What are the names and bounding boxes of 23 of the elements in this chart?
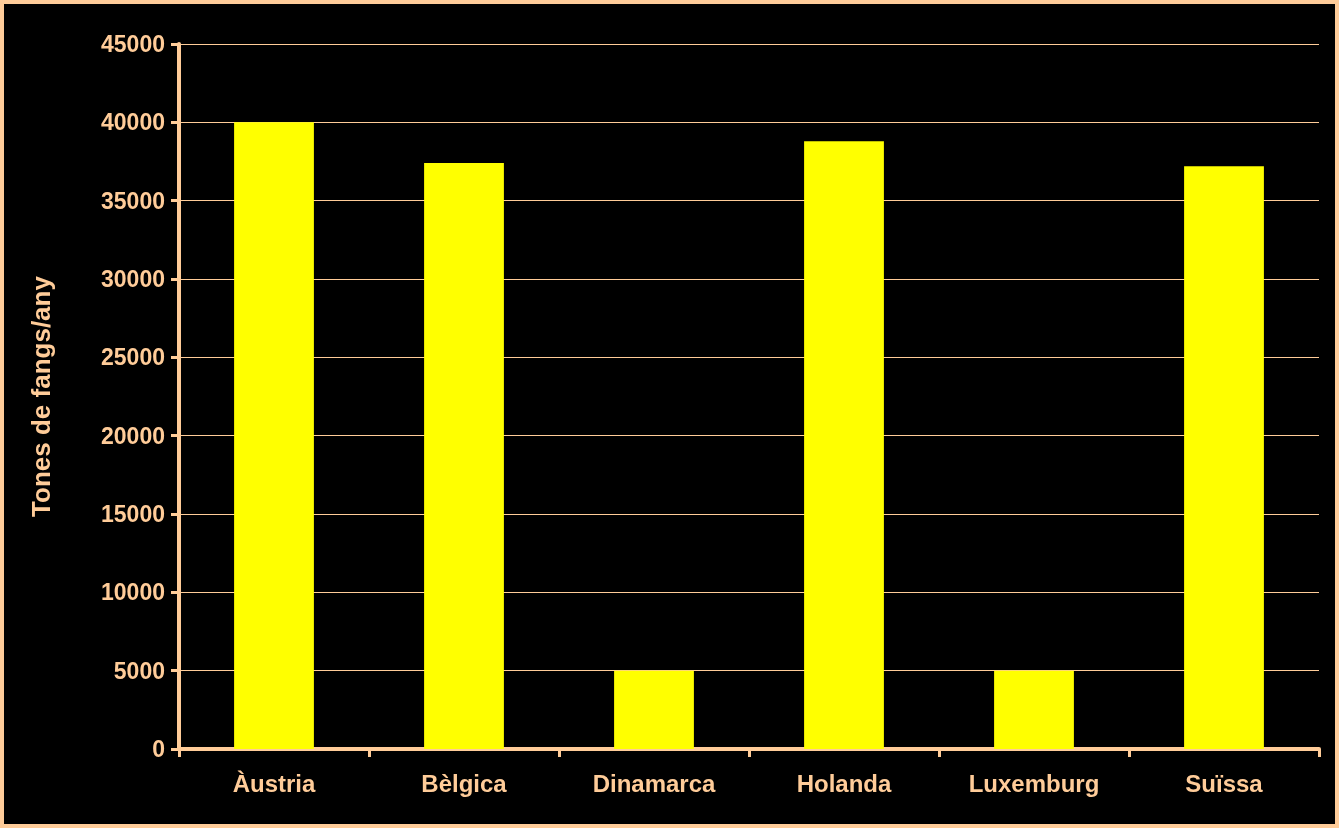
x-tick-label: Holanda <box>796 769 892 797</box>
y-axis-title: Tones de fangs/any <box>26 275 56 517</box>
y-tick-label: 35000 <box>101 187 165 214</box>
y-tick-label: 25000 <box>101 344 165 371</box>
y-tick-label: 40000 <box>101 109 165 136</box>
x-tick-label: Dinamarca <box>592 769 717 797</box>
y-tick-label: 5000 <box>113 657 165 684</box>
bar <box>424 163 504 749</box>
bar <box>1184 166 1264 749</box>
bar <box>234 122 314 749</box>
y-tick-label: 0 <box>152 736 165 762</box>
x-tick-label: Àustria <box>232 769 316 797</box>
y-tick-label: 45000 <box>101 31 165 57</box>
y-tick-label: 30000 <box>101 266 165 292</box>
y-tick-label: 15000 <box>101 501 165 527</box>
bar <box>994 670 1074 749</box>
x-tick-label: Suïssa <box>1185 769 1264 797</box>
y-tick-label: 10000 <box>101 579 165 606</box>
x-tick-label: Luxemburg <box>968 769 1100 797</box>
x-tick-label: Bèlgica <box>421 769 508 797</box>
bar <box>614 670 694 749</box>
y-tick-label: 20000 <box>101 422 165 449</box>
bar <box>804 141 884 749</box>
